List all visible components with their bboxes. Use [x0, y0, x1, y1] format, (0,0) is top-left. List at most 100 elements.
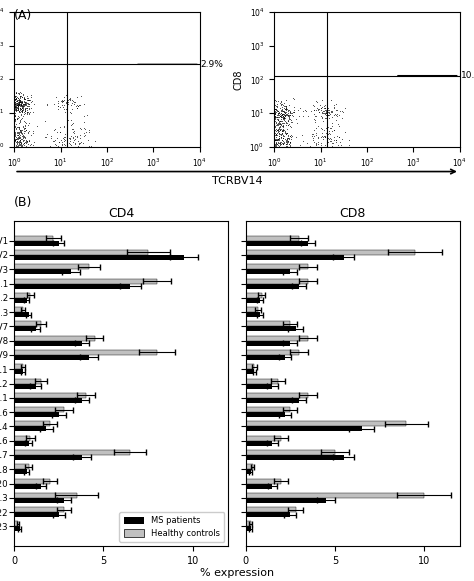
Point [19, 112, 27, 121]
Point [270, 129, 278, 138]
Bar [246, 250, 415, 255]
Point [16, 122, 23, 131]
Point [270, 113, 278, 122]
Bar [246, 412, 285, 417]
Point [310, 109, 318, 118]
Point [281, 126, 288, 135]
Point [270, 139, 278, 148]
Point [13, 142, 21, 152]
Point [11, 136, 18, 145]
Point [287, 109, 295, 118]
Point [279, 105, 286, 114]
Point [314, 134, 322, 143]
Point [22, 101, 29, 110]
Point [275, 128, 283, 138]
Point [11, 102, 19, 111]
Point [23, 106, 31, 115]
Point [272, 127, 280, 136]
Point [270, 128, 278, 138]
Point [75, 101, 82, 110]
Point [270, 107, 278, 116]
Point [319, 142, 327, 152]
Point [271, 109, 278, 118]
Point [328, 112, 336, 121]
Point [278, 142, 286, 152]
Point [283, 103, 290, 113]
Point [270, 117, 278, 126]
Point [331, 142, 338, 152]
Point [321, 142, 328, 152]
Point [340, 142, 348, 152]
Bar [246, 312, 260, 317]
Point [270, 142, 278, 152]
Point [313, 103, 320, 113]
Point [270, 142, 278, 152]
Point [286, 137, 293, 146]
Point [276, 142, 284, 152]
Point [283, 103, 290, 113]
Point [298, 130, 306, 139]
Point [270, 127, 278, 136]
Point [273, 130, 280, 139]
Point [19, 133, 27, 142]
Point [272, 105, 279, 114]
Point [270, 135, 278, 145]
Point [286, 109, 294, 118]
Point [16, 142, 23, 152]
Point [18, 93, 26, 102]
Point [13, 100, 20, 109]
Point [278, 142, 285, 152]
Point [278, 139, 285, 148]
Point [13, 96, 21, 106]
Bar [246, 483, 273, 489]
Point [283, 139, 291, 148]
Point [279, 139, 286, 148]
Point [20, 142, 28, 152]
Point [271, 115, 279, 124]
Point [10, 142, 18, 152]
Point [279, 142, 286, 152]
Point [309, 131, 316, 140]
Point [22, 142, 30, 152]
Point [270, 142, 278, 152]
Point [307, 106, 314, 116]
Bar [14, 355, 89, 360]
Point [271, 107, 279, 117]
Point [283, 117, 290, 126]
Point [10, 98, 18, 107]
Point [15, 127, 23, 137]
Point [10, 142, 18, 152]
Point [22, 103, 30, 112]
Point [15, 119, 23, 128]
Point [59, 96, 66, 106]
Point [307, 142, 315, 152]
Point [275, 112, 283, 121]
Point [72, 132, 79, 141]
Point [345, 141, 353, 150]
Point [318, 133, 325, 142]
Point [286, 108, 294, 117]
Point [11, 104, 19, 113]
Point [17, 105, 25, 114]
Point [16, 99, 23, 109]
Point [10, 129, 18, 138]
Point [14, 142, 21, 152]
Point [283, 124, 291, 134]
Point [26, 142, 33, 152]
Point [281, 142, 289, 152]
Point [65, 95, 73, 104]
Point [330, 142, 338, 151]
Point [270, 113, 278, 122]
Point [271, 112, 279, 121]
Point [314, 104, 322, 113]
Point [324, 142, 331, 152]
Point [283, 101, 290, 110]
Point [14, 101, 22, 110]
Point [346, 136, 353, 145]
Point [324, 107, 331, 116]
Point [10, 91, 18, 101]
Point [58, 98, 65, 107]
Point [270, 106, 278, 115]
Point [270, 142, 278, 152]
Point [13, 142, 20, 152]
